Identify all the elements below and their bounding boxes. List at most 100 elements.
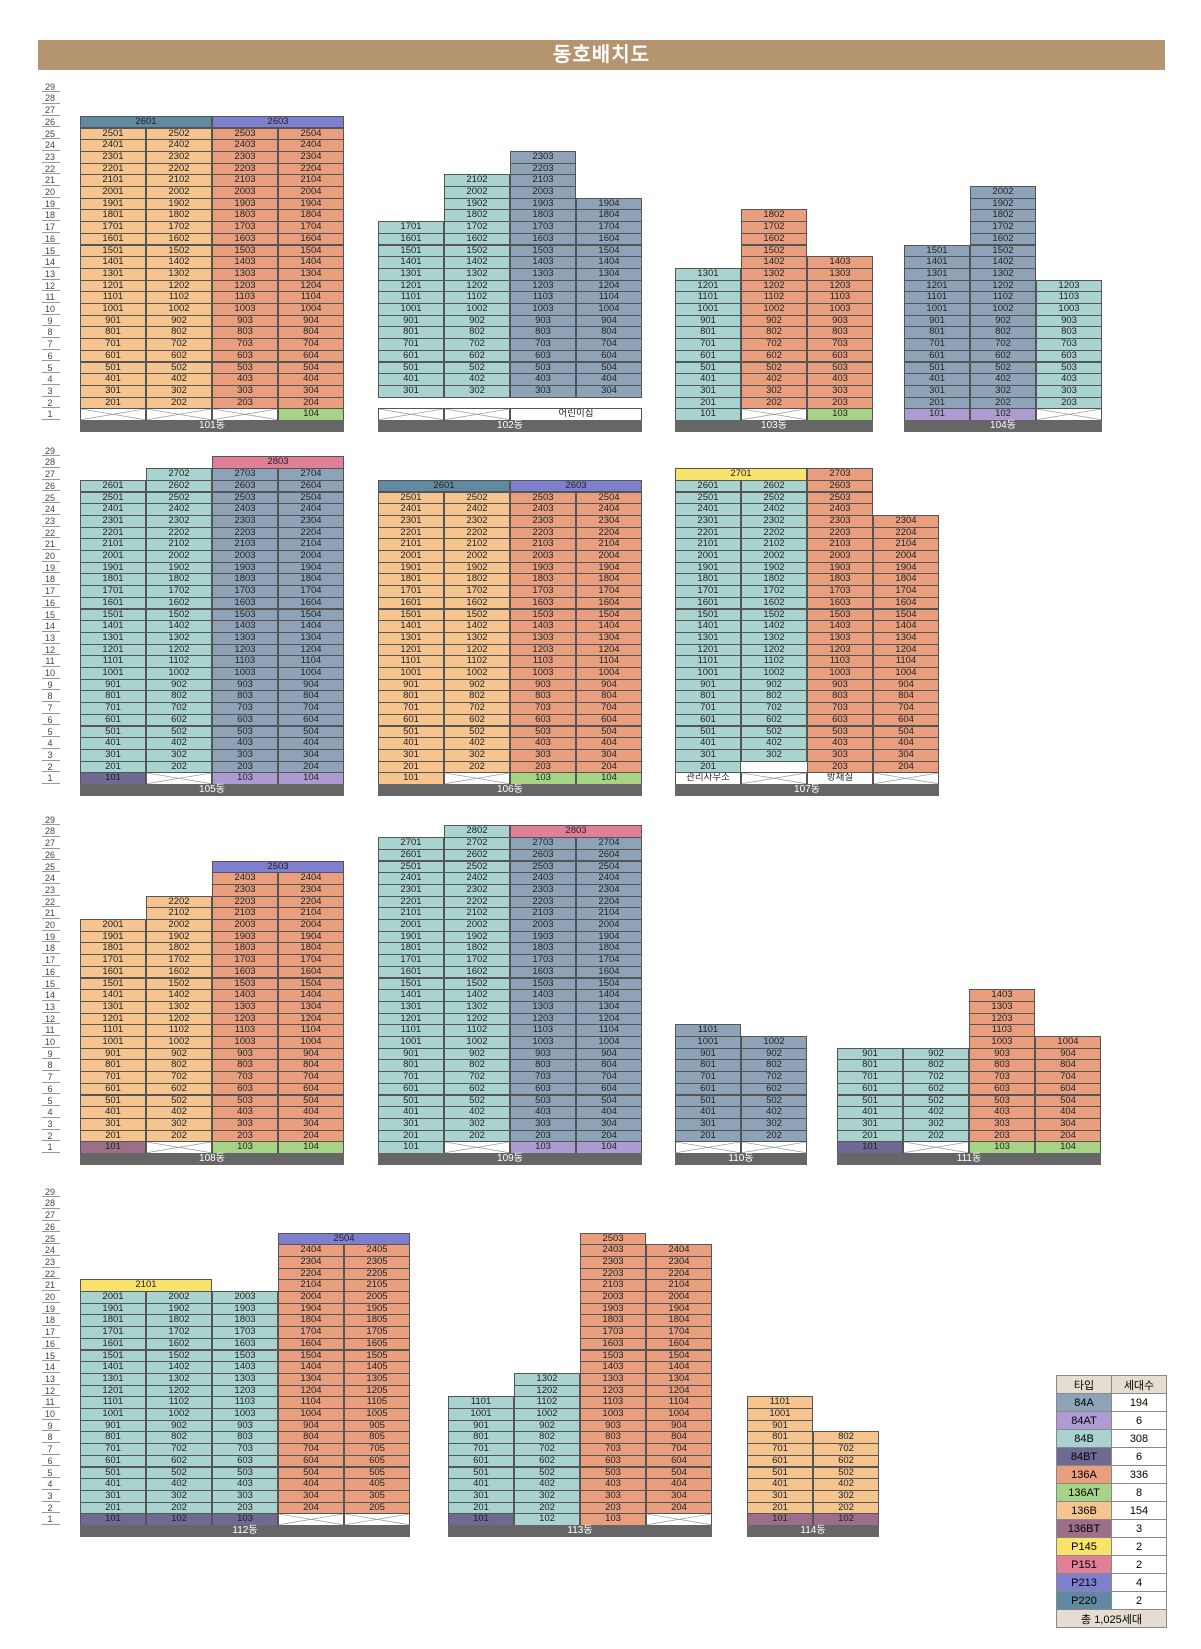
unit-cell: 501: [378, 361, 444, 375]
floor-label: 16: [40, 1338, 60, 1350]
unit-cell: 701: [378, 1071, 444, 1084]
building-label: 113동: [448, 1525, 712, 1537]
unit-cell: 503: [212, 361, 278, 375]
unit-cell: 2203: [212, 526, 278, 540]
unit-cell: 404: [278, 737, 344, 750]
unit-cell: 2104: [278, 1279, 344, 1292]
unit-cell: 703: [580, 1443, 646, 1456]
unit-cell: 901: [80, 678, 146, 692]
unit-cell: 803: [212, 1059, 278, 1073]
ground-cell: [675, 1141, 741, 1154]
unit-cell: 1004: [278, 1036, 344, 1049]
floor-label: 2: [40, 761, 60, 773]
unit-cell: 1004: [278, 667, 344, 680]
unit-cell: 1901: [80, 197, 146, 211]
unit-cell: 1602: [146, 1337, 212, 1351]
ground-cell: [146, 1141, 212, 1154]
unit-cell: 1402: [444, 256, 510, 269]
unit-cell: 304: [278, 384, 344, 398]
unit-cell: 1203: [212, 643, 278, 657]
unit-cell: 2104: [873, 538, 939, 551]
unit-cell: 1404: [646, 1361, 712, 1374]
unit-cell: 1101: [747, 1396, 813, 1409]
unit-cell: 1702: [146, 585, 212, 598]
unit-cell: 1703: [510, 585, 576, 598]
unit-cell: 2101: [378, 538, 444, 551]
unit-cell: 901: [904, 314, 970, 328]
unit-cell: 903: [969, 1047, 1035, 1061]
unit-cell: 901: [378, 314, 444, 328]
floor-label: 22: [40, 527, 60, 539]
legend-count: 4: [1111, 1573, 1167, 1592]
legend-type: 136AT: [1056, 1483, 1112, 1502]
legend-type: P213: [1056, 1573, 1112, 1592]
unit-cell: 702: [444, 702, 510, 715]
unit-cell: 1201: [904, 279, 970, 293]
floor-label: 21: [40, 907, 60, 919]
unit-cell: 303: [212, 748, 278, 762]
unit-cell: 2604: [278, 479, 344, 493]
unit-cell: 2103: [510, 174, 576, 187]
legend-total-row: 총 1,025세대: [1056, 1609, 1167, 1628]
unit-cell: 1903: [580, 1302, 646, 1316]
unit-cell: 1501: [80, 608, 146, 622]
unit-cell: 1602: [444, 596, 510, 610]
unit-cell: 803: [1036, 326, 1102, 340]
unit-cell: 1104: [278, 291, 344, 304]
unit-cell: 804: [576, 326, 642, 340]
floor-label: 26: [40, 849, 60, 861]
unit-cell: 1302: [444, 631, 510, 645]
unit-cell: 803: [212, 326, 278, 340]
unit-cell: 1804: [646, 1314, 712, 1328]
unit-cell: 1301: [675, 631, 741, 645]
unit-cell: 701: [378, 702, 444, 715]
unit-cell: 1202: [741, 279, 807, 293]
unit-cell: 1303: [212, 1372, 278, 1386]
floor-label: 7: [40, 1443, 60, 1455]
legend-count: 154: [1111, 1501, 1167, 1520]
unit-cell: 2004: [576, 550, 642, 563]
unit-cell: 1301: [80, 1372, 146, 1386]
unit-cell: 1201: [675, 643, 741, 657]
unit-cell: 1702: [444, 221, 510, 234]
unit-cell: 501: [378, 1094, 444, 1108]
unit-cell: 1903: [510, 197, 576, 211]
unit-cell: 903: [807, 678, 873, 692]
unit-cell: 1803: [212, 942, 278, 956]
unit-cell: 1202: [146, 1384, 212, 1398]
unit-cell: 1101: [904, 291, 970, 304]
unit-cell: 1803: [212, 209, 278, 223]
legend-count: 6: [1111, 1447, 1167, 1466]
floor-label: 25: [40, 861, 60, 873]
unit-cell: 1304: [278, 1000, 344, 1014]
unit-cell: 903: [580, 1419, 646, 1433]
unit-cell: 802: [903, 1059, 969, 1073]
unit-cell: 1801: [80, 209, 146, 223]
unit-cell: 503: [807, 725, 873, 739]
unit-cell: 1004: [873, 667, 939, 680]
floor-label: 23: [40, 884, 60, 896]
unit-cell: 1504: [576, 608, 642, 622]
unit-cell: 704: [576, 702, 642, 715]
unit-cell: 603: [212, 349, 278, 363]
unit-cell: 504: [576, 1094, 642, 1108]
unit-cell: 2204: [646, 1267, 712, 1281]
unit-cell: 304: [576, 748, 642, 762]
unit-cell: 1601: [80, 596, 146, 610]
legend-row: 136A 336: [1056, 1465, 1167, 1484]
unit-cell: 2802: [444, 825, 510, 839]
unit-cell: 1001: [80, 1408, 146, 1421]
unit-cell: 2103: [807, 538, 873, 551]
unit-cell: 804: [1035, 1059, 1101, 1073]
unit-cell: 1002: [146, 1408, 212, 1421]
unit-cell: 2201: [675, 526, 741, 540]
unit-cell: 1203: [807, 643, 873, 657]
unit-cell: 1401: [378, 989, 444, 1002]
unit-cell: 2104: [576, 538, 642, 551]
unit-cell: 1001: [904, 303, 970, 316]
unit-cell: 603: [510, 713, 576, 727]
unit-cell: 603: [212, 713, 278, 727]
legend-row: 84B 308: [1056, 1429, 1167, 1448]
unit-cell: 1802: [146, 942, 212, 956]
unit-cell: 2002: [146, 1291, 212, 1304]
